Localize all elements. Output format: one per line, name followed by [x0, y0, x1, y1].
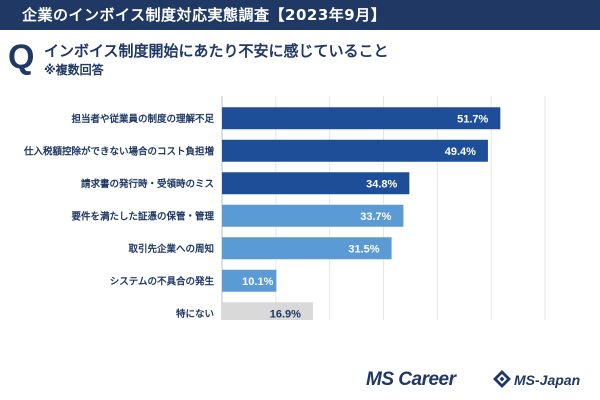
bar — [222, 237, 392, 260]
value-label: 51.7% — [457, 113, 488, 125]
category-label: システムの不具合の発生 — [110, 275, 215, 287]
bar-chart: 担当者や従業員の制度の理解不足仕入税額控除ができない場合のコスト負担増請求書の発… — [23, 96, 546, 320]
category-label: 特にない — [176, 308, 214, 320]
bar — [222, 139, 488, 162]
question-note: ※複数回答 — [44, 63, 104, 77]
value-label: 34.8% — [366, 178, 397, 190]
value-labels: 51.7% 49.4% 34.8% 33.7% 31.5% 10.1% 16.9% — [242, 113, 488, 320]
category-labels: 担当者や従業員の制度の理解不足仕入税額控除ができない場合のコスト負担増請求書の発… — [23, 113, 215, 320]
category-label: 取引先企業への周知 — [128, 243, 214, 255]
chart-bars — [222, 107, 501, 320]
value-label: 10.1% — [242, 276, 273, 288]
msjapan-logo-icon — [493, 370, 511, 388]
chart-title: 企業のインボイス制度対応実態調査【2023年9月】 — [22, 6, 387, 24]
question-mark: Q — [8, 38, 35, 76]
category-label: 担当者や従業員の制度の理解不足 — [71, 113, 214, 125]
chart-title-banner: 企業のインボイス制度対応実態調査【2023年9月】 — [0, 0, 600, 30]
category-label: 請求書の発行時・受領時のミス — [81, 178, 214, 190]
msjapan-logo: MS-Japan — [514, 372, 581, 388]
value-label: 16.9% — [270, 308, 301, 320]
bar — [222, 204, 404, 227]
value-label: 49.4% — [445, 146, 476, 158]
mscareer-logo: MS Career — [366, 369, 456, 390]
bar — [222, 172, 410, 195]
bar — [222, 302, 313, 320]
value-label: 33.7% — [360, 211, 391, 223]
value-label: 31.5% — [348, 243, 379, 255]
category-label: 要件を満たした証憑の保管・管理 — [71, 210, 214, 222]
category-label: 仕入税額控除ができない場合のコスト負担増 — [23, 145, 215, 157]
question-text: インボイス制度開始にあたり不安に感じていること — [44, 42, 389, 60]
bar — [222, 269, 277, 292]
bar — [222, 107, 501, 130]
